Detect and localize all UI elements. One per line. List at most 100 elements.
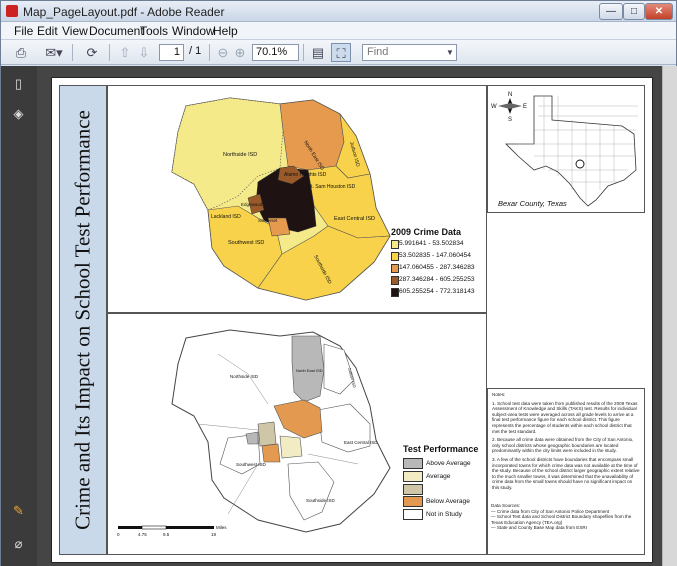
inset-caption: Bexar County, Texas [498, 199, 567, 208]
legend-label: Average [426, 472, 451, 480]
legend-swatch [391, 252, 399, 261]
performance-legend-title: Test Performance [403, 444, 479, 454]
legend-item: Not in Study [403, 508, 483, 521]
zoom-level-select[interactable]: 70.1% [252, 44, 299, 61]
page-total: / 1 [189, 45, 202, 57]
legend-swatch [403, 496, 423, 508]
vertical-scrollbar[interactable] [662, 66, 677, 566]
adobe-reader-icon [6, 5, 18, 17]
source-item: — Crime data from City of San Antonio Po… [491, 508, 610, 514]
down-arrow-icon[interactable]: ⇩ [138, 45, 150, 60]
find-input[interactable]: Find [362, 44, 457, 61]
map-label: Southwest ISD [236, 462, 267, 467]
scale-tick: 4.75 [138, 532, 147, 537]
map-label: East Central ISD [334, 216, 375, 222]
map-label: Southwest ISD [228, 240, 264, 246]
texas-outline [505, 95, 637, 207]
menu-window[interactable]: Window [172, 24, 215, 38]
map-label: Edgewood [241, 202, 263, 207]
source-item: — State and County Base Map data from ES… [491, 525, 588, 531]
document-title: Crime and Its Impact on School Test Perf… [70, 110, 95, 530]
scale-segment [118, 526, 142, 529]
fullscreen-icon[interactable]: ⛶ [331, 43, 351, 62]
compass-label: S [508, 117, 512, 123]
district-northside [171, 97, 284, 211]
data-sources: Data Sources: — Crime data from City of … [491, 503, 641, 531]
email-icon[interactable]: ✉▾ [45, 45, 63, 60]
menu-document[interactable]: Document [89, 24, 144, 38]
locator-map: N S E W Bexar County, Texas [487, 85, 645, 213]
toolbar-separator [109, 44, 110, 61]
menu-help[interactable]: Help [213, 24, 238, 38]
comment-icon[interactable]: ✎ [13, 503, 24, 518]
legend-label: 5.991641 - 53.502834 [399, 240, 464, 247]
toolbar-separator [303, 44, 304, 61]
crime-legend-title: 2009 Crime Data [391, 227, 462, 237]
legend-label: 287.346284 - 605.255253 [399, 276, 475, 283]
menu-edit[interactable]: Edit [37, 24, 58, 38]
legend-item: Below Average [403, 495, 483, 508]
note-item: 3. A few of the school districts have bo… [492, 456, 640, 490]
district-south-san [261, 443, 281, 463]
crime-legend: 2009 Crime Data 5.991641 - 53.502834 53.… [391, 227, 485, 299]
district-north-east [279, 99, 345, 171]
up-arrow-icon[interactable]: ⇧ [119, 45, 131, 60]
zoom-in-icon[interactable]: ⊕ [234, 45, 246, 60]
district-southside [257, 225, 391, 301]
zoom-out-icon[interactable]: ⊖ [217, 45, 229, 60]
legend-label: 147.060455 - 287.346283 [399, 264, 475, 271]
title-bar: Map_PageLayout.pdf - Adobe Reader — □ ✕ [1, 1, 676, 22]
legend-label: Not in Study [426, 511, 462, 519]
pages-panel-icon[interactable]: ▯ [14, 76, 23, 91]
toolbar-separator [209, 44, 210, 61]
district-east-central [307, 165, 391, 239]
district-southside [287, 461, 335, 521]
notes-box: Notes: 1. School test data were taken fr… [487, 388, 645, 555]
legend-swatch [391, 276, 399, 285]
legend-item: Average [403, 470, 483, 483]
map-label: Alamo Heights ISD [284, 172, 327, 178]
legend-item: 53.502835 - 147.060454 [391, 251, 485, 263]
note-item: 2. Because all crime data were obtained … [492, 437, 634, 454]
map-label: Judson ISD [347, 367, 357, 388]
legend-item: Above Average [403, 457, 483, 470]
attachment-icon[interactable]: ⌀ [14, 536, 23, 551]
menu-tools[interactable]: Tools [140, 24, 169, 38]
legend-swatch [391, 288, 399, 297]
compass-label: N [508, 92, 512, 98]
locator-map-svg: N S E W Bexar County, Texas [491, 92, 638, 208]
map-label: Northside ISD [223, 152, 257, 158]
scale-segment [166, 526, 214, 529]
title-band [59, 85, 107, 555]
maximize-button[interactable]: □ [623, 3, 645, 20]
chevron-down-icon[interactable]: ▼ [446, 48, 454, 57]
district-harlandale [279, 435, 303, 459]
legend-swatch [403, 470, 423, 482]
page-number-input[interactable]: 1 [159, 44, 184, 61]
bexar-county-marker [575, 159, 585, 169]
district-lackland [245, 431, 259, 445]
menu-view[interactable]: View [62, 24, 88, 38]
legend-item: 5.991641 - 53.502834 [391, 239, 485, 251]
collaborate-icon[interactable]: ⟳ [86, 45, 98, 60]
fit-page-icon[interactable]: ▤ [311, 45, 325, 60]
crime-map: Northside ISD North East ISD Judson ISD … [107, 85, 487, 313]
performance-legend: Test Performance Above Average Average B… [403, 444, 483, 521]
legend-swatch [391, 264, 399, 273]
crime-map-svg: Northside ISD North East ISD Judson ISD … [171, 97, 391, 301]
legend-item: 287.346284 - 605.255253 [391, 275, 485, 287]
scale-tick: 19 [211, 532, 217, 537]
notes-heading: Notes: [492, 392, 506, 397]
minimize-button[interactable]: — [599, 3, 623, 20]
printer-icon[interactable]: ⎙ [15, 45, 27, 60]
legend-item [403, 483, 483, 496]
map-label: Ft. Sam Houston ISD [308, 184, 356, 190]
layers-icon[interactable]: ◈ [13, 106, 24, 121]
test-performance-map: Northside ISD North East ISD Judson ISD … [107, 313, 487, 555]
legend-label: 53.502835 - 147.060454 [399, 252, 471, 259]
menu-file[interactable]: File [14, 24, 34, 38]
district-boundary-lines [197, 353, 359, 515]
close-button[interactable]: ✕ [645, 3, 673, 20]
compass-rose-icon [498, 103, 522, 109]
legend-swatch [391, 240, 399, 249]
